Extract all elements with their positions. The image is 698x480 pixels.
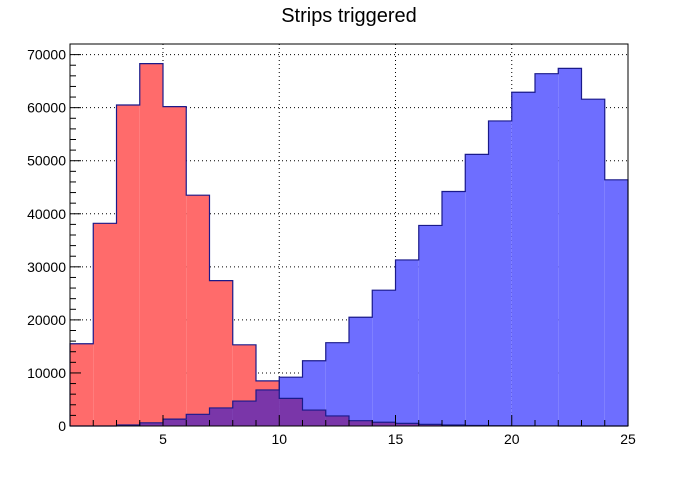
chart-title: Strips triggered — [281, 5, 417, 27]
overlap-bar — [349, 421, 372, 426]
overlap-bar — [233, 401, 256, 426]
blue-series-bar — [349, 317, 372, 426]
y-tick-label: 20000 — [27, 312, 66, 328]
x-tick-label: 5 — [159, 431, 167, 447]
histogram-bars — [70, 64, 628, 426]
red-series-bar — [93, 223, 116, 426]
red-series-bar — [117, 105, 140, 426]
blue-series-bar — [558, 68, 581, 426]
red-series-bar — [163, 107, 186, 426]
blue-series-bar — [535, 74, 558, 426]
overlap-bar — [256, 390, 279, 426]
red-series-bar — [140, 64, 163, 426]
red-series-bar — [186, 195, 209, 426]
red-series-bar — [70, 344, 93, 426]
x-tick-label: 10 — [271, 431, 287, 447]
y-tick-label: 30000 — [27, 259, 66, 275]
overlap-bar — [326, 416, 349, 426]
blue-series-bar — [396, 260, 419, 426]
y-tick-labels: 0 10000 20000 30000 40000 50000 60000 70000 — [27, 47, 66, 434]
blue-series-bar — [582, 99, 605, 426]
blue-series-bar — [326, 343, 349, 426]
blue-series-bar — [419, 225, 442, 426]
y-tick-label: 50000 — [27, 153, 66, 169]
blue-series-bar — [442, 191, 465, 426]
blue-series-bar — [605, 180, 628, 426]
y-tick-label: 0 — [58, 418, 66, 434]
blue-series-bar — [489, 121, 512, 426]
overlap-bar — [186, 414, 209, 426]
overlap-bar — [279, 398, 302, 426]
x-tick-label: 20 — [504, 431, 520, 447]
overlap-bar — [163, 419, 186, 426]
overlap-bar — [303, 410, 326, 426]
blue-series-bar — [512, 92, 535, 426]
x-tick-label: 15 — [388, 431, 404, 447]
y-tick-label: 40000 — [27, 206, 66, 222]
y-tick-label: 60000 — [27, 100, 66, 116]
blue-series-bar — [372, 290, 395, 426]
blue-series-bar — [465, 154, 488, 426]
y-tick-label: 70000 — [27, 47, 66, 63]
x-tick-labels: 5 10 15 20 25 — [159, 431, 636, 447]
red-series-bar — [210, 281, 233, 426]
y-tick-label: 10000 — [27, 365, 66, 381]
x-tick-label: 25 — [620, 431, 636, 447]
overlap-bar — [210, 408, 233, 426]
